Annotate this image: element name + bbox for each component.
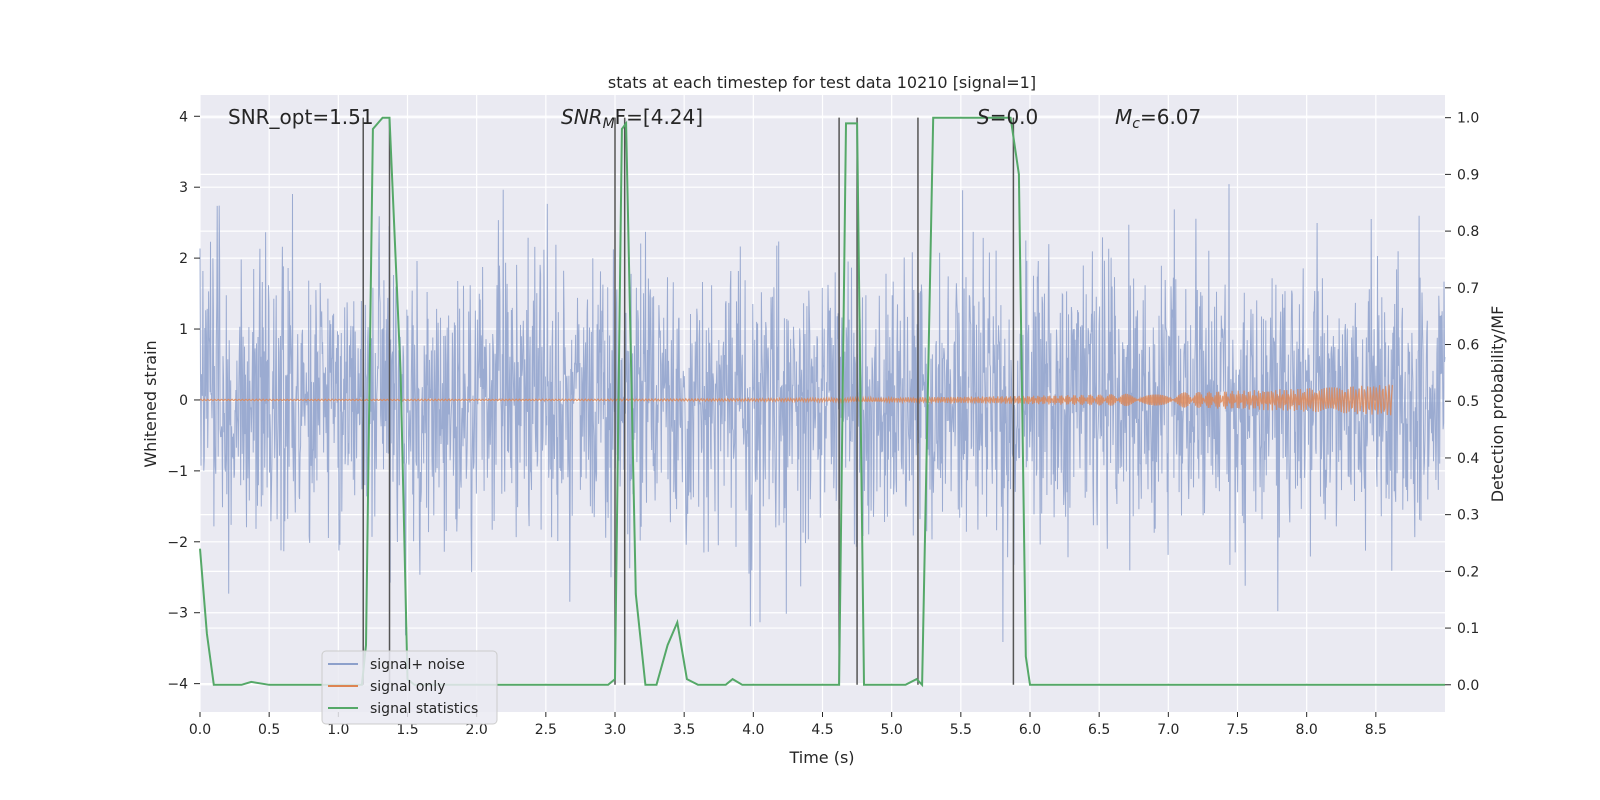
- x-tick-label-13: 6.5: [1088, 722, 1110, 738]
- y2-axis-label: Detection probability/MF: [1488, 306, 1507, 503]
- y-tick-labels: 4 3 2 1 0 −1 −2 −3 −4: [167, 109, 200, 693]
- x-tick-labels: 0.0 0.5 1.0 1.5 2.0 2.5 3.0 3.5 4.0 4.5 5.0 5.5 6.0 6…: [189, 712, 1387, 738]
- legend-label-signal-only: signal only: [370, 679, 445, 695]
- y2-tick-label-3: 0.7: [1457, 281, 1479, 297]
- mc-var: M: [1115, 105, 1132, 129]
- y2-tick-label-7: 0.3: [1457, 508, 1479, 524]
- vertical-markers: [362, 117, 1015, 685]
- legend-label-signal-statistics: signal statistics: [370, 701, 478, 717]
- series-signal-statistics: [199, 116, 1445, 688]
- x-tick-label-17: 8.5: [1365, 722, 1387, 738]
- x-tick-label-6: 3.0: [604, 722, 626, 738]
- annotation-snr-opt: SNR_opt=1.51: [228, 105, 374, 129]
- x-tick-label-7: 3.5: [673, 722, 695, 738]
- mc-value: =6.07: [1140, 105, 1201, 129]
- y-tick-label-7: −3: [167, 606, 188, 622]
- y-tick-label-8: −4: [167, 677, 188, 693]
- x-tick-label-14: 7.0: [1157, 722, 1179, 738]
- y2-tick-labels: 1.0 0.9 0.8 0.7 0.6 0.5 0.4 0.3 0.2 0.1 0.0: [1445, 111, 1479, 694]
- x-tick-label-3: 1.5: [396, 722, 418, 738]
- legend-box: [321, 650, 498, 725]
- y2-tick-label-6: 0.4: [1457, 451, 1479, 467]
- y-tick-label-0: 4: [179, 109, 188, 125]
- x-tick-label-2: 1.0: [327, 722, 349, 738]
- signal-noise-line: [199, 184, 1446, 643]
- x-tick-label-15: 7.5: [1226, 722, 1248, 738]
- y-tick-label-6: −2: [167, 535, 188, 551]
- x-tick-label-11: 5.5: [950, 722, 972, 738]
- x-tick-label-1: 0.5: [258, 722, 280, 738]
- series-signal-noise: [199, 184, 1446, 643]
- s-value: =0.0: [990, 105, 1039, 129]
- snr-mf-sub: M: [603, 116, 615, 132]
- annotation-s: S=0.0: [977, 105, 1038, 129]
- y2-tick-label-1: 0.9: [1457, 167, 1479, 183]
- x-tick-label-8: 4.0: [742, 722, 764, 738]
- y2-tick-label-0: 1.0: [1457, 111, 1479, 127]
- signal-statistics-line: [199, 116, 1445, 688]
- y-tick-label-5: −1: [167, 464, 188, 480]
- y-tick-label-4: 0: [179, 393, 188, 409]
- signal-only-line: [199, 384, 1393, 416]
- series-signal-only: [199, 384, 1393, 416]
- x-tick-label-4: 2.0: [466, 722, 488, 738]
- annotation-mc: Mc=6.07: [1115, 105, 1201, 132]
- y2-tick-label-8: 0.2: [1457, 564, 1479, 580]
- x-axis-label: Time (s): [788, 748, 854, 767]
- x-tick-label-10: 5.0: [881, 722, 903, 738]
- y-tick-label-3: 1: [179, 322, 188, 338]
- chart-title: stats at each timestep for test data 102…: [608, 73, 1036, 92]
- y2-tick-label-4: 0.6: [1457, 338, 1479, 354]
- s-var: S: [977, 105, 990, 129]
- x-tick-label-16: 8.0: [1296, 722, 1318, 738]
- mc-sub: c: [1132, 116, 1140, 132]
- x-tick-label-12: 6.0: [1019, 722, 1041, 738]
- y2-tick-label-5: 0.5: [1457, 394, 1479, 410]
- y-tick-label-1: 3: [179, 180, 188, 196]
- snr-mf-var: SNR: [561, 105, 603, 129]
- y2-tick-label-10: 0.0: [1457, 678, 1479, 694]
- x-tick-label-9: 4.5: [811, 722, 833, 738]
- y-axis-label: Whitened strain: [141, 340, 160, 467]
- y-tick-label-2: 2: [179, 251, 188, 267]
- x-tick-label-0: 0.0: [189, 722, 211, 738]
- annotation-snr-mf: SNRMF=[4.24]: [561, 105, 703, 132]
- legend-label-signal-noise: signal+ noise: [370, 657, 465, 673]
- y2-tick-label-2: 0.8: [1457, 224, 1479, 240]
- legend: signal+ noise signal only signal statist…: [321, 650, 498, 725]
- x-tick-label-5: 2.5: [535, 722, 557, 738]
- snr-mf-value: F=[4.24]: [615, 105, 703, 129]
- y2-tick-label-9: 0.1: [1457, 621, 1479, 637]
